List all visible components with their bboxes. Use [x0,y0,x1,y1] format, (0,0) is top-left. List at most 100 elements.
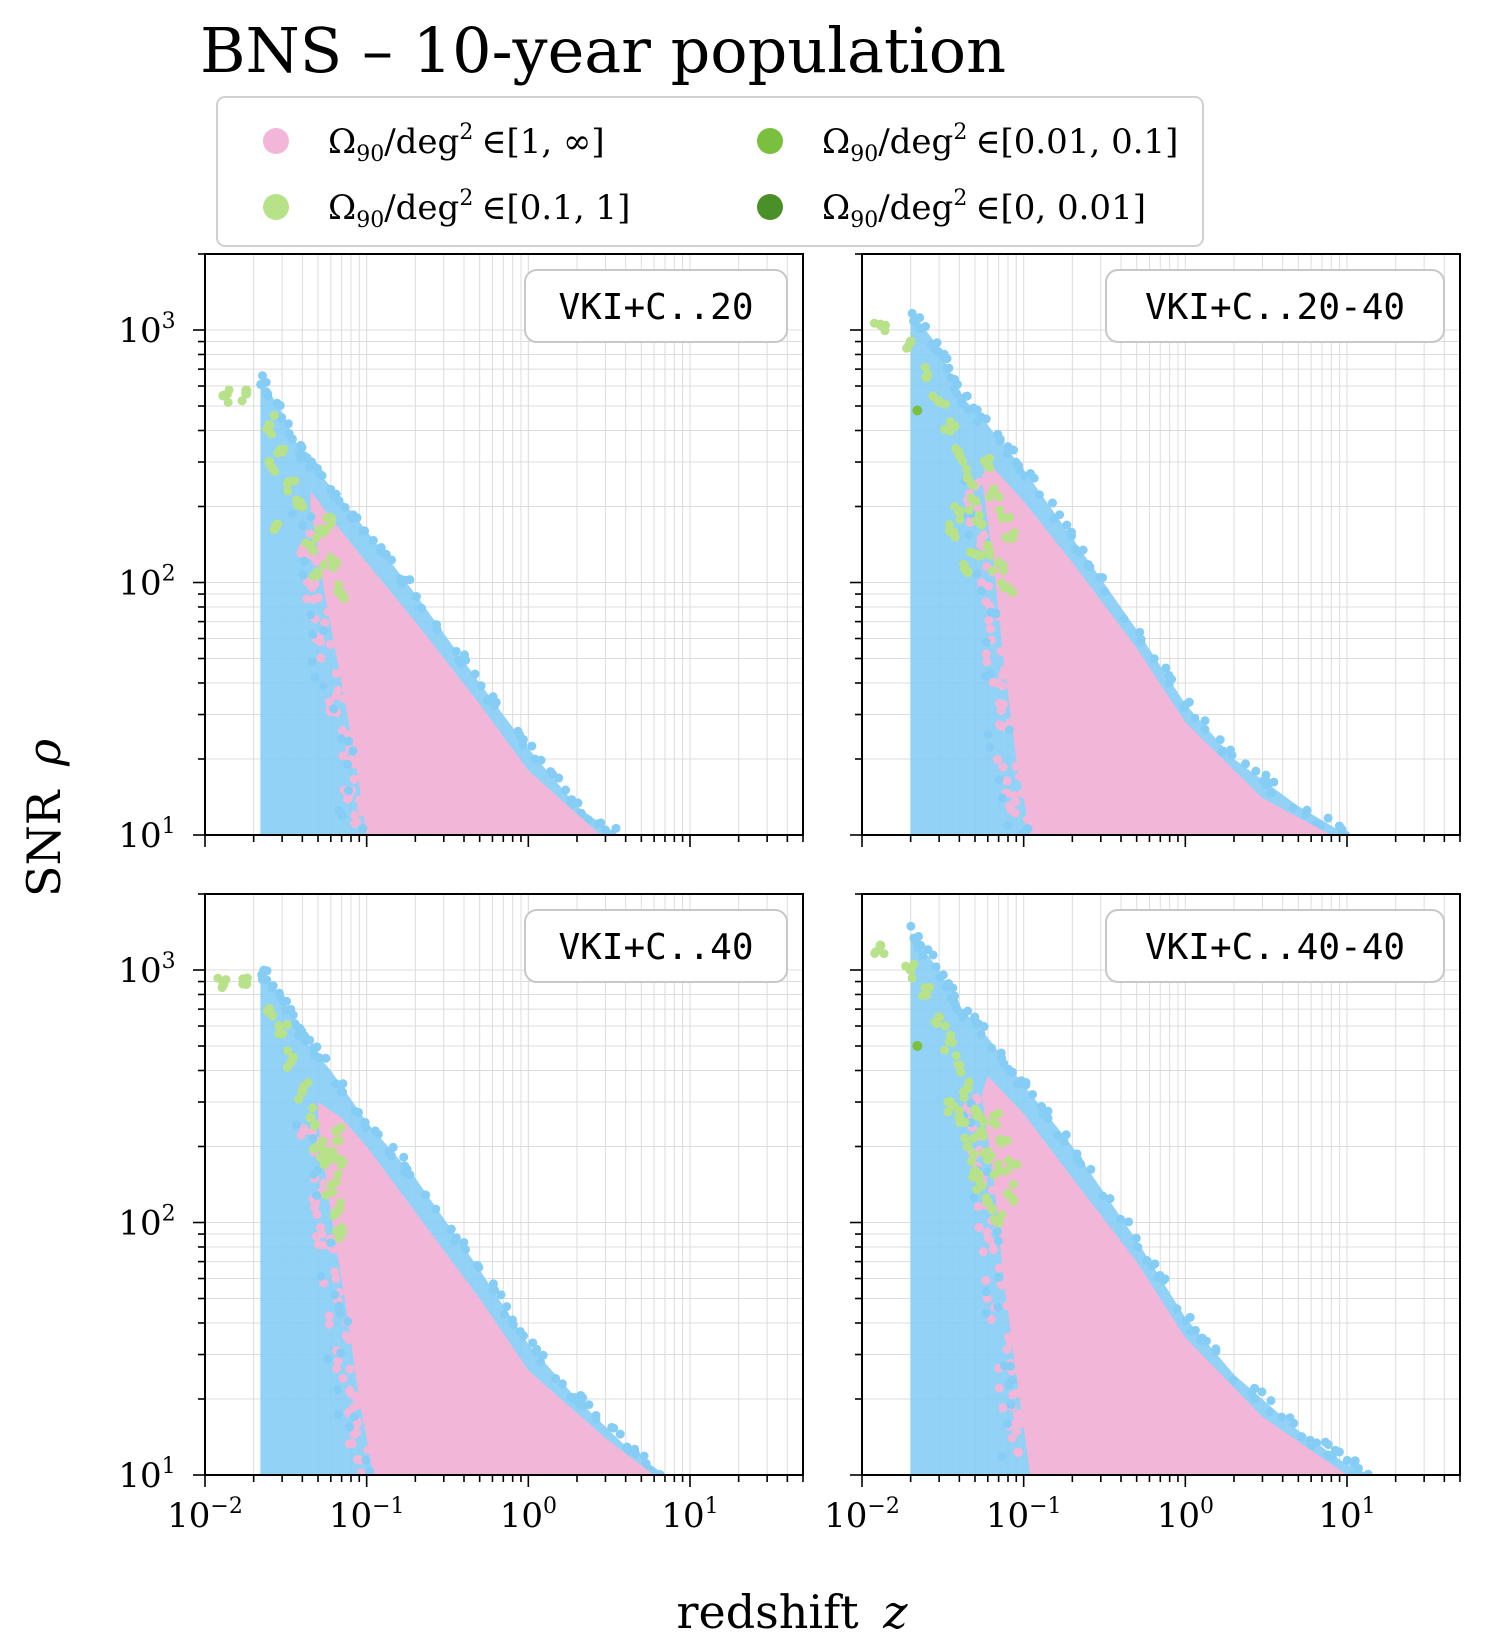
blue-point [310,672,320,682]
blue-point [1218,746,1228,756]
blue-point [655,1470,665,1475]
pink-point [314,1240,324,1250]
green-point [1012,1159,1022,1169]
legend-item-s4: Ω90/deg2 ∈[0, 0.01] [757,186,1146,233]
blue-point [921,321,931,331]
pink-point [1002,1345,1012,1355]
blue-point [365,1466,375,1475]
blue-point [993,1272,1003,1282]
green-point [880,320,890,330]
green-point [951,1050,961,1060]
blue-point [631,1449,641,1459]
legend-item-s2: Ω90/deg2 ∈[0.1, 1] [263,186,630,233]
blue-point [308,1134,318,1144]
x-tick-label: 100 [500,1494,557,1536]
green-point [960,1133,970,1143]
blue-point [284,429,294,439]
panel-label-box [1105,269,1445,343]
pink-point [344,1335,354,1345]
blue-point [1261,770,1271,780]
green-point [907,973,917,983]
green-point [974,1175,984,1185]
pink-point [1005,718,1015,728]
green-point [997,578,1007,588]
blue-point [421,1190,431,1200]
pink-point [349,1430,359,1440]
blue-point [1131,1233,1141,1243]
green-point [959,1087,969,1097]
blue-point [358,526,368,536]
x-tick-label: 10−1 [329,1494,405,1536]
green-point [311,1120,321,1130]
green-point [328,562,338,572]
blue-point [986,1043,996,1053]
blue-point [993,429,1003,439]
blue-point [461,1244,471,1254]
scatter-4 [870,921,1374,1475]
blue-point [929,343,939,353]
blue-point [546,767,556,777]
blue-point [470,669,480,679]
green-point [985,453,995,463]
blue-point [446,1224,456,1234]
blue-point [985,742,995,752]
green-point [955,1118,965,1128]
blue-point [1100,587,1110,597]
pink-point [1000,665,1010,675]
pink-point [312,1210,322,1220]
blue-point [515,730,525,740]
pink-point [311,1231,321,1241]
green-point [334,1136,344,1146]
pink-point [976,540,986,550]
blue-point [261,377,271,387]
blue-point [979,1022,989,1032]
green-point [308,1103,318,1113]
green-point [329,1211,339,1221]
green-point [336,1122,346,1132]
blue-point [931,962,941,972]
pink-point [323,607,333,617]
blue-point [1011,457,1021,467]
blue-point [1095,572,1105,582]
blue-point [996,1048,1006,1058]
blue-point [460,650,470,660]
blue-point [964,530,974,540]
green-point [994,492,1004,502]
pink-point [981,597,991,607]
blue-point [942,354,952,364]
green-point [995,505,1005,515]
pink-point [1014,771,1024,781]
green-point [1005,512,1015,522]
blue-point [958,1013,968,1023]
green-point [955,514,965,524]
blue-point [997,1452,1007,1462]
blue-point [1003,1064,1013,1074]
green-point [958,456,968,466]
blue-point [297,520,307,530]
pink-point [353,1400,363,1410]
blue-point [972,405,982,415]
blue-point [1241,759,1251,769]
green-point [331,1177,341,1187]
blue-point [528,1338,538,1348]
green-point [339,593,349,603]
pink-point [338,751,348,761]
blue-point [476,681,486,691]
blue-point [387,555,397,565]
blue-point [973,568,983,578]
blue-point [1190,713,1200,723]
green-point [262,1006,272,1016]
pink-point [1005,1331,1015,1341]
blue-point [1085,562,1095,572]
blue-point [348,746,358,756]
green-point [266,429,276,439]
pink-point [351,1420,361,1430]
green-point [237,396,247,406]
pink-point [324,697,334,707]
blue-point [527,741,537,751]
blue-point [938,970,948,980]
pink-point [355,795,365,805]
green-point [334,580,344,590]
green-point [954,447,964,457]
blue-point [1158,1275,1168,1285]
